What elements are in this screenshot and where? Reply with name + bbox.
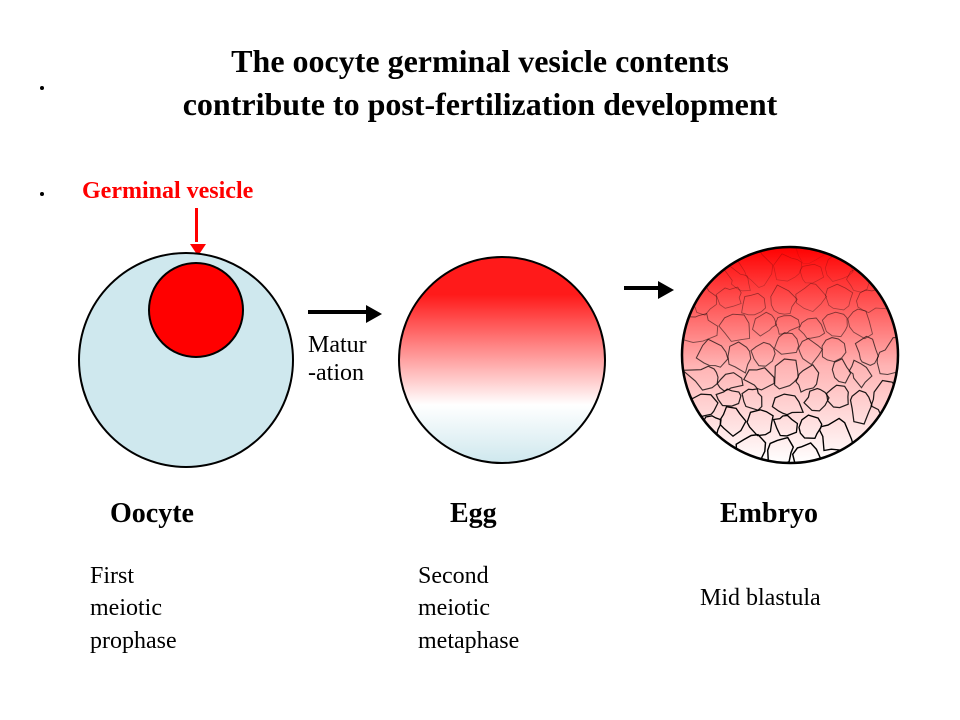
- maturation-label: Matur -ation: [308, 332, 367, 387]
- oocyte-desc-3: prophase: [90, 628, 177, 654]
- embryo-desc-text: Mid blastula: [700, 585, 821, 611]
- egg-title: Egg: [450, 498, 497, 530]
- oocyte-desc-1: First: [90, 563, 134, 589]
- germinal-vesicle-arrow-icon: [195, 208, 198, 242]
- egg-desc-3: metaphase: [418, 628, 519, 654]
- maturation-text-1: Matur: [308, 332, 367, 358]
- germinal-vesicle: [148, 262, 244, 358]
- egg-desc-2: meiotic: [418, 595, 490, 621]
- egg-cell: [398, 256, 606, 464]
- oocyte-title: Oocyte: [110, 498, 194, 530]
- embryo-title-text: Embryo: [720, 498, 818, 529]
- embryo-cell: [678, 243, 902, 467]
- decorative-dot: [40, 192, 44, 196]
- oocyte-desc-2: meiotic: [90, 595, 162, 621]
- oocyte-title-text: Oocyte: [110, 498, 194, 529]
- embryo-title: Embryo: [720, 498, 818, 530]
- egg-desc: Second meiotic metaphase: [418, 560, 519, 657]
- egg-title-text: Egg: [450, 498, 497, 529]
- decorative-dot: [40, 86, 44, 90]
- title-line-1: The oocyte germinal vesicle contents: [231, 43, 729, 79]
- embryo-desc: Mid blastula: [700, 585, 821, 613]
- maturation-arrow-icon: [308, 310, 366, 314]
- germinal-vesicle-label: Germinal vesicle: [82, 178, 253, 206]
- title-line-2: contribute to post-fertilization develop…: [183, 86, 778, 122]
- page-title: The oocyte germinal vesicle contents con…: [0, 40, 960, 126]
- germinal-vesicle-text: Germinal vesicle: [82, 178, 253, 204]
- development-arrow-icon: [624, 286, 658, 290]
- maturation-text-2: -ation: [308, 360, 364, 386]
- egg-desc-1: Second: [418, 563, 489, 589]
- oocyte-desc: First meiotic prophase: [90, 560, 177, 657]
